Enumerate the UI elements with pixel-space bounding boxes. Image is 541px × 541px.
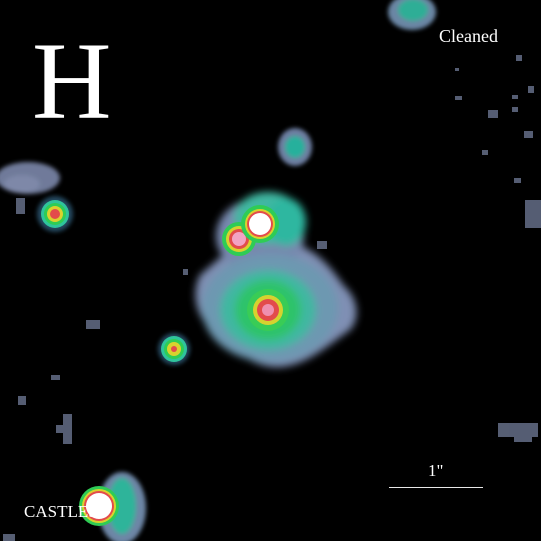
left-diffuse-blob [0, 162, 60, 194]
survey-credit-label: CASTLES [24, 502, 98, 521]
upper-small-galaxy [278, 128, 312, 166]
bottom-left-bright-star [79, 472, 146, 541]
background-noise-specks [3, 55, 541, 541]
top-edge-galaxy [388, 0, 436, 30]
processing-label: Cleaned [439, 26, 498, 46]
scale-bar-label: 1" [428, 461, 444, 480]
left-compact-source [37, 196, 73, 232]
central-lens-core [247, 289, 289, 331]
small-compact-source [158, 333, 190, 365]
lensed-image-pair [222, 205, 279, 256]
scale-bar [389, 487, 483, 488]
filter-band-label: H [32, 20, 112, 142]
